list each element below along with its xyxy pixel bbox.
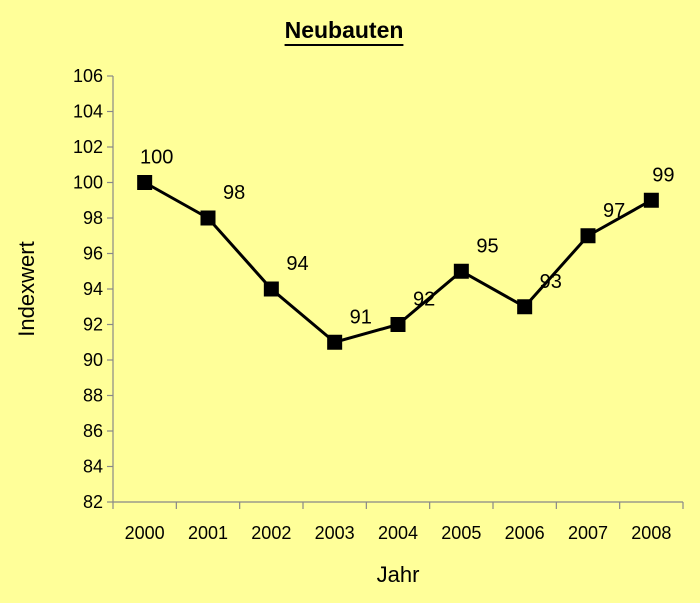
x-tick-label: 2005 xyxy=(441,523,481,543)
data-label: 98 xyxy=(223,182,245,204)
data-label: 100 xyxy=(140,147,173,169)
data-point-marker xyxy=(137,175,153,190)
data-point-marker xyxy=(453,263,469,279)
data-point-marker xyxy=(517,299,533,315)
data-point-marker xyxy=(263,281,279,297)
y-tick-label: 106 xyxy=(73,66,103,86)
series-line-group xyxy=(137,175,659,350)
y-tick-label: 90 xyxy=(83,350,103,370)
x-tick-label: 2003 xyxy=(315,523,355,543)
data-point-marker xyxy=(327,334,343,350)
data-label: 92 xyxy=(413,289,435,311)
data-labels: 100 98 94 91 92 95 93 97 99 xyxy=(140,147,674,329)
x-tick-label: 2000 xyxy=(125,523,165,543)
y-axis: 82 84 86 88 90 92 94 96 98 100 102 104 106 xyxy=(73,66,114,512)
x-tick-label: 2002 xyxy=(251,523,291,543)
y-tick-label: 82 xyxy=(83,492,103,512)
data-label: 97 xyxy=(603,200,625,222)
y-tick-label: 94 xyxy=(83,279,103,299)
data-point-marker xyxy=(580,228,596,244)
data-label: 99 xyxy=(652,164,674,186)
y-tick-label: 100 xyxy=(73,173,103,193)
x-tick-label: 2008 xyxy=(631,523,671,543)
y-tick-label: 92 xyxy=(83,315,103,335)
x-tick-label: 2004 xyxy=(378,523,418,543)
y-tick-label: 102 xyxy=(73,137,103,157)
chart-title: Neubauten xyxy=(285,17,404,43)
data-label: 91 xyxy=(350,306,372,328)
data-point-marker xyxy=(200,210,216,226)
x-tick-label: 2001 xyxy=(188,523,228,543)
y-tick-label: 88 xyxy=(83,386,103,406)
x-tick-label: 2007 xyxy=(568,523,608,543)
y-tick-label: 84 xyxy=(83,457,103,477)
data-label: 94 xyxy=(286,253,308,275)
data-point-marker xyxy=(643,192,659,208)
y-tick-label: 104 xyxy=(73,102,103,122)
y-axis-title: Indexwert xyxy=(14,241,39,336)
data-label: 95 xyxy=(476,235,498,257)
y-tick-label: 86 xyxy=(83,421,103,441)
x-axis-title: Jahr xyxy=(377,562,420,587)
y-tick-label: 98 xyxy=(83,208,103,228)
data-label: 93 xyxy=(540,271,562,293)
y-tick-label: 96 xyxy=(83,244,103,264)
x-tick-label: 2006 xyxy=(505,523,545,543)
data-point-marker xyxy=(390,317,406,332)
x-axis: 2000 2001 2002 2003 2004 2005 2006 2007 2008 xyxy=(112,501,684,543)
